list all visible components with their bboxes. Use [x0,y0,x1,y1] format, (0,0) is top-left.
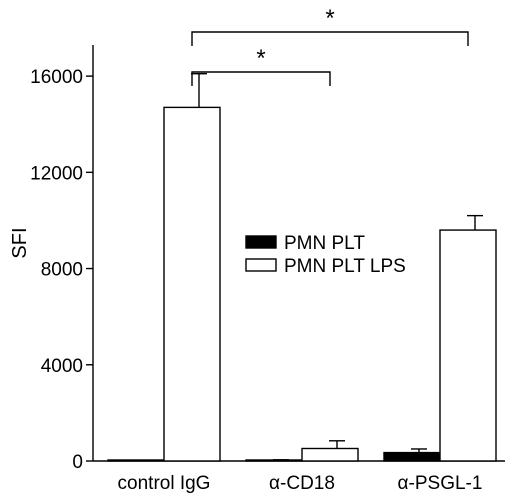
y-tick-label: 0 [72,452,83,473]
x-tick-labels: control IgG α-CD18 α-PSGL-1 [118,473,483,494]
x-tick-label: control IgG [118,473,211,494]
y-ticks: 0 4000 8000 12000 16000 [30,67,93,473]
legend-swatch [245,235,277,249]
y-axis-label: SFI [9,227,31,258]
significance-asterisk: * [325,5,334,32]
significance-bracket [191,31,469,46]
legend-label: PMN PLT LPS [284,256,406,277]
x-tick-label: α-CD18 [269,473,335,494]
significance-bracket [191,71,331,86]
bar-pmn-plt [383,451,441,462]
bar-pmn-plt [107,459,165,462]
bars [107,106,497,462]
significance-brackets: ** [191,5,469,86]
y-tick-label: 12000 [30,163,83,184]
y-tick-label: 4000 [41,356,83,377]
bar-pmn-plt-lps [301,447,359,462]
bar-pmn-plt-lps [439,229,497,462]
y-tick-label: 8000 [41,260,83,281]
legend-swatch [245,258,277,272]
error-bars [191,73,483,461]
legend-label: PMN PLT [284,233,365,254]
y-tick-label: 16000 [30,67,83,88]
x-tick-label: α-PSGL-1 [398,473,483,494]
bar-pmn-plt-lps [163,106,221,462]
significance-asterisk: * [256,45,265,72]
